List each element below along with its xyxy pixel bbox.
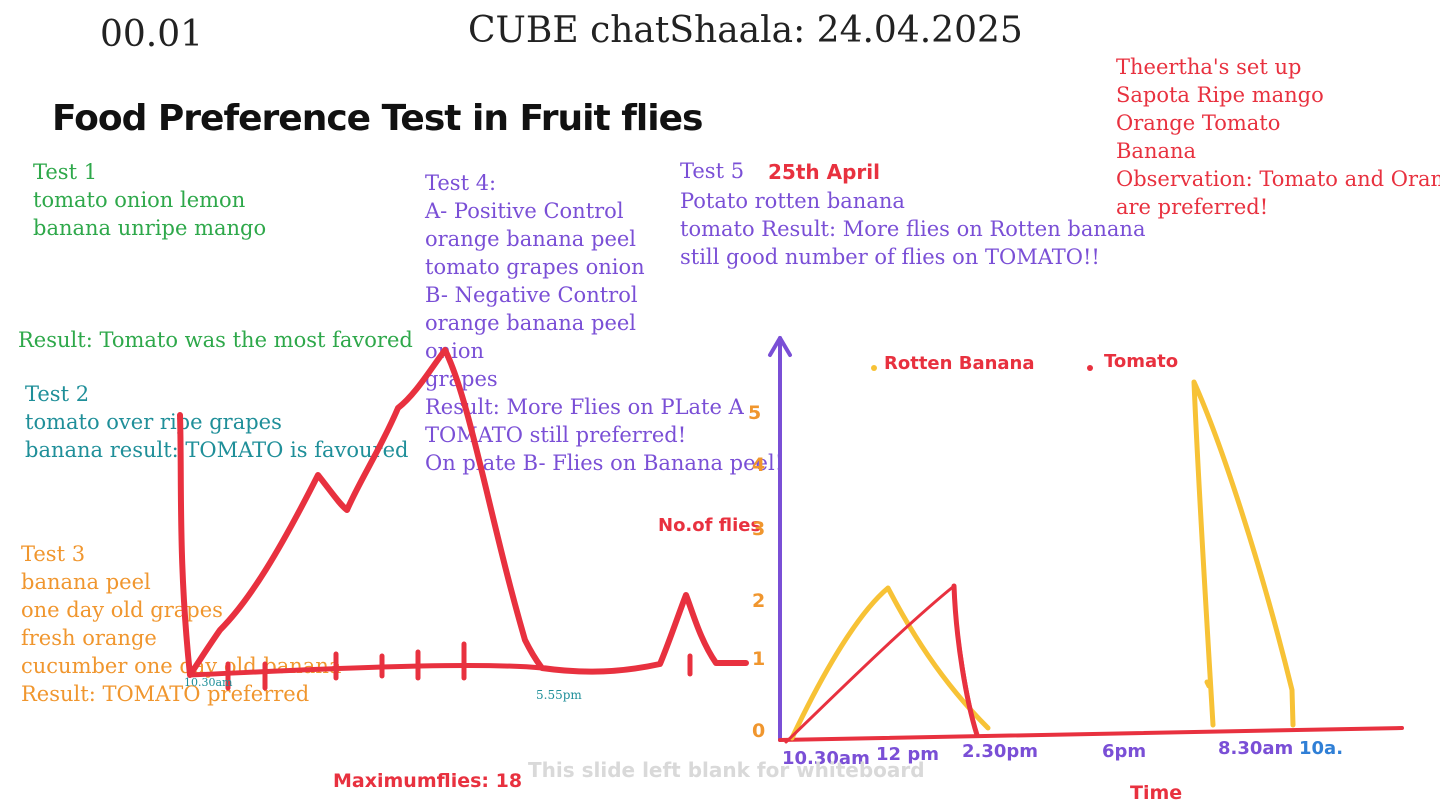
test4-line: B- Negative Control — [425, 283, 638, 307]
test3-line: Result: TOMATO preferred — [21, 682, 310, 706]
blank-slide-note: This slide left blank for whiteboard — [528, 758, 925, 782]
theertha-line: are preferred! — [1116, 195, 1269, 219]
test1-line: banana unripe mango — [33, 216, 267, 240]
y-axis-arrow — [768, 336, 792, 357]
baseline-ticks — [225, 641, 693, 691]
theertha-line: Orange Tomato — [1116, 111, 1281, 135]
test5-block: Potato rotten banana tomato Result: More… — [680, 187, 1145, 271]
test3-line: banana peel — [21, 570, 151, 594]
left-red-curve — [177, 347, 749, 678]
max-flies-label: Maximumflies: 18 — [333, 770, 523, 792]
y-tick-label: 1 — [752, 648, 766, 670]
x-tick-label: 2.30pm — [962, 741, 1039, 762]
test1-line: Test 1 — [33, 160, 98, 184]
test1-line: tomato onion lemon — [33, 188, 246, 212]
y-tick-label: 2 — [752, 590, 766, 612]
test2-block: Test 2 tomato over ripe grapes banana re… — [25, 380, 408, 464]
series-tomato-line — [784, 584, 979, 744]
x-axis-label: Time — [1130, 782, 1183, 804]
test4-line: Result: More Flies on PLate A — [425, 395, 744, 419]
test5-line: still good number of flies on TOMATO!! — [680, 245, 1100, 269]
test3-line: one day old grapes — [21, 598, 223, 622]
series-rotten-banana-line — [789, 585, 991, 741]
x-tick-label: 6pm — [1102, 741, 1147, 762]
y-tick-label: 0 — [752, 720, 766, 742]
test3-line: fresh orange — [21, 626, 157, 650]
test2-line: Test 2 — [25, 382, 90, 406]
theertha-line: Sapota Ripe mango — [1116, 83, 1324, 107]
test2-line: banana result: TOMATO is favoured — [25, 438, 409, 462]
test5-date: 25th April — [768, 160, 880, 184]
theertha-line: Theertha's set up — [1116, 55, 1302, 79]
main-heading: Food Preference Test in Fruit flies — [52, 98, 703, 139]
theertha-line: Observation: Tomato and Oran — [1116, 167, 1440, 191]
theertha-block: Theertha's set up Sapota Ripe mango Oran… — [1116, 53, 1440, 221]
test5-line: Potato rotten banana — [680, 189, 905, 213]
legend-tomato: Tomato — [1104, 351, 1179, 372]
legend-rotten-banana: Rotten Banana — [884, 353, 1035, 374]
y-tick-label: 4 — [752, 454, 766, 476]
slide-number: 00.01 — [100, 14, 204, 55]
x-axis — [778, 726, 1404, 742]
test4-line: Test 4: — [425, 171, 497, 195]
test5-label: Test 5 — [680, 159, 745, 183]
y-tick-label: 3 — [752, 518, 766, 540]
test5-line: tomato Result: More flies on Rotten bana… — [680, 217, 1146, 241]
x-tick-label: 10a. — [1299, 738, 1344, 759]
left-baseline — [187, 662, 545, 678]
slide-title: CUBE chatShaala: 24.04.2025 — [468, 10, 1023, 51]
test3-line: cucumber one day old banana — [21, 654, 342, 678]
test4-line: tomato grapes onion — [425, 255, 645, 279]
test4-line: orange banana peel — [425, 311, 637, 335]
x-tick-label: 12 pm — [876, 744, 939, 765]
theertha-line: Banana — [1116, 139, 1197, 163]
x-tick-label: 10.30am — [782, 748, 870, 769]
left-end-time: 5.55pm — [536, 688, 582, 702]
series-rotten-banana-line-2 — [1191, 379, 1296, 728]
y-axis-label: No.of flies — [658, 515, 762, 536]
test1-block: Test 1 tomato onion lemon banana unripe … — [33, 158, 266, 242]
test4-block: Test 4: A- Positive Control orange banan… — [425, 169, 783, 477]
x-tick-label: 8.30am — [1218, 738, 1294, 759]
test4-line: A- Positive Control — [425, 199, 624, 223]
left-start-time: 10.30am — [184, 676, 233, 689]
test4-line: orange banana peel — [425, 227, 637, 251]
test3-block: Test 3 banana peel one day old grapes fr… — [21, 540, 341, 708]
test2-line: tomato over ripe grapes — [25, 410, 282, 434]
test3-line: Test 3 — [21, 542, 86, 566]
y-tick-label: 5 — [748, 402, 762, 424]
test1-result: Result: Tomato was the most favored — [18, 328, 413, 352]
